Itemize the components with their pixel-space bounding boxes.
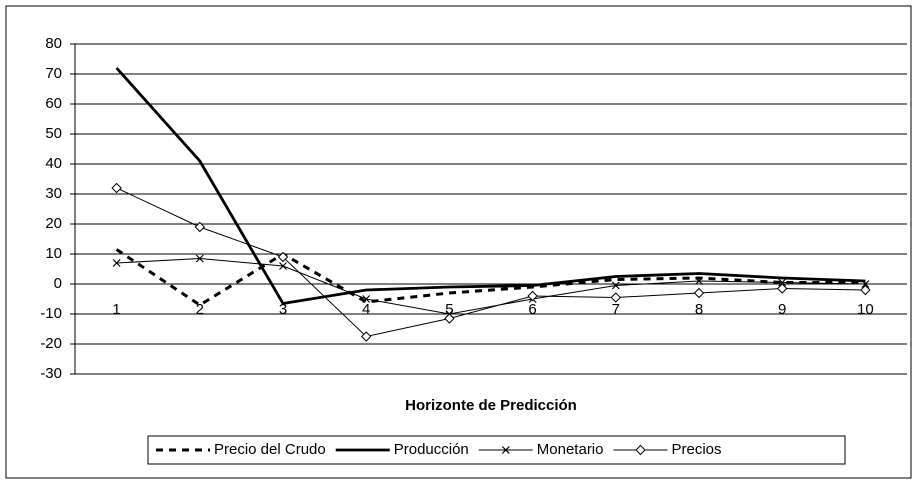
marker-x <box>279 262 287 270</box>
marker-diamond <box>111 182 122 194</box>
x-tick-label: 2 <box>196 301 204 318</box>
y-tick-label: 60 <box>45 95 62 112</box>
marker-x <box>112 259 121 267</box>
marker-diamond <box>360 331 372 342</box>
x-tick-label: 6 <box>528 301 536 318</box>
legend-label: Precio del Crudo <box>214 441 326 458</box>
y-tick-label: 40 <box>45 155 62 172</box>
marker-x <box>195 254 204 263</box>
y-tick-label: -10 <box>40 305 62 322</box>
marker-diamond <box>610 292 622 303</box>
y-tick-label: 50 <box>45 125 62 142</box>
x-tick-label: 4 <box>362 301 370 318</box>
legend-label: Monetario <box>537 441 604 458</box>
marker-x <box>501 446 510 454</box>
y-tick-label: 70 <box>45 65 62 82</box>
marker-x <box>362 295 371 303</box>
marker-diamond <box>527 290 538 302</box>
y-tick-label: 0 <box>54 275 62 292</box>
x-tick-label: 1 <box>112 301 120 318</box>
x-tick-label: 7 <box>612 301 620 318</box>
y-tick-label: -20 <box>40 335 62 352</box>
marker-diamond <box>693 287 705 299</box>
x-tick-label: 9 <box>778 301 786 318</box>
series-line <box>116 187 866 338</box>
marker-x <box>778 278 787 287</box>
marker-x <box>611 281 620 290</box>
y-tick-label: 30 <box>45 185 62 202</box>
x-tick-label: 5 <box>445 301 453 318</box>
x-tick-label: 8 <box>695 301 703 318</box>
marker-diamond <box>776 283 788 294</box>
series-line <box>116 257 866 315</box>
legend-label: Precios <box>671 441 721 458</box>
marker-diamond <box>635 444 646 456</box>
x-tick-label: 10 <box>857 301 874 318</box>
y-tick-label: 20 <box>45 215 62 232</box>
marker-diamond <box>444 313 455 324</box>
y-tick-label: 10 <box>45 245 62 262</box>
marker-x <box>695 277 703 285</box>
legend-label: Producción <box>394 441 469 458</box>
marker-diamond <box>860 284 871 296</box>
y-tick-label: -30 <box>40 365 62 382</box>
marker-diamond <box>277 251 289 263</box>
x-axis-title: Horizonte de Predicción <box>405 397 577 414</box>
x-tick-label: 3 <box>279 301 287 318</box>
chart-frame <box>5 5 912 479</box>
marker-x <box>861 280 870 288</box>
series-line <box>115 67 866 306</box>
marker-diamond <box>194 221 206 233</box>
y-tick-label: 80 <box>45 35 62 52</box>
series-line <box>115 248 866 307</box>
